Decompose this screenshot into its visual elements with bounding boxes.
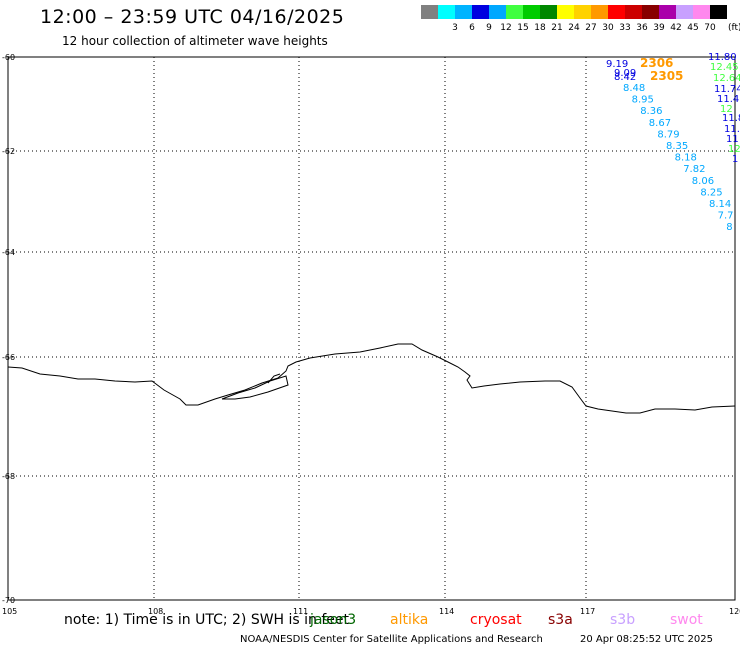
swh-value-label: 7.82: [683, 164, 705, 175]
credits: NOAA/NESDIS Center for Satellite Applica…: [240, 634, 543, 645]
legend-label: 36: [636, 23, 648, 33]
pass-number-label: 2305: [650, 69, 683, 83]
swh-value-label: 8.67: [649, 118, 671, 129]
longitude-label: 120: [729, 607, 740, 616]
swh-value-label: 12.45: [710, 62, 739, 73]
legend-swatch: [710, 5, 728, 19]
swh-value-label: 11.8: [722, 113, 740, 124]
satellite-s3b-label: s3b: [610, 612, 636, 628]
swh-value-label: 1: [732, 154, 738, 165]
longitude-label: 114: [439, 607, 454, 616]
latitude-label: -62: [2, 147, 15, 156]
map-title: 12:00 – 23:59 UTC 04/16/2025: [40, 6, 345, 28]
legend-label: 9: [486, 23, 492, 33]
island-outline: [221, 375, 289, 400]
map-frame: [7, 56, 736, 601]
swh-value-label: 8.42: [614, 72, 636, 83]
map-subtitle: 12 hour collection of altimeter wave hei…: [62, 34, 328, 48]
swh-value-label: 8.79: [657, 129, 679, 140]
swh-value-label: 8: [726, 222, 732, 233]
units-note: note: 1) Time is in UTC; 2) SWH is in fe…: [64, 612, 350, 628]
swh-value-label: 7.7: [718, 211, 734, 222]
latitude-label: -66: [2, 353, 15, 362]
footer-note-bar: note: 1) Time is in UTC; 2) SWH is in fe…: [0, 612, 740, 630]
pass-number-label: 2306: [640, 56, 673, 70]
swh-value-label: 11.4: [717, 94, 739, 105]
legend-label: 3: [452, 23, 458, 33]
legend-label: 21: [551, 23, 563, 33]
legend-label: 6: [469, 23, 475, 33]
latitude-label: -64: [2, 248, 15, 257]
latitude-label: -70: [2, 596, 15, 605]
latitude-label: -68: [2, 472, 15, 481]
swh-value-label: 8.95: [632, 95, 654, 106]
legend-label: 30: [602, 23, 614, 33]
legend-unit: (ft): [728, 23, 740, 33]
swh-value-label: 8.18: [675, 153, 697, 164]
satellite-altika-label: altika: [390, 612, 429, 628]
legend-label: 12: [500, 23, 512, 33]
swh-value-label: 12: [720, 104, 733, 115]
satellite-s3a-label: s3a: [548, 612, 573, 628]
legend-label: 70: [704, 23, 716, 33]
swh-value-label: 8.14: [709, 199, 731, 210]
satellite-jason3-label: jason3: [310, 612, 357, 628]
swh-value-label: 9.19: [606, 59, 628, 70]
swh-value-label: 12.64: [713, 73, 740, 84]
swh-value-label: 11.: [724, 124, 740, 135]
swh-value-label: 8.35: [666, 141, 688, 152]
legend-label: 15: [517, 23, 529, 33]
swh-value-label: 8.25: [700, 187, 722, 198]
swh-value-label: 11.80: [708, 52, 737, 63]
swh-value-label: 8.36: [640, 106, 662, 117]
satellite-cryosat-label: cryosat: [470, 612, 522, 628]
coastline: [7, 343, 736, 414]
legend-label: 45: [687, 23, 699, 33]
swh-value-label: 11.74: [714, 84, 740, 95]
swh-value-label: 12: [728, 144, 740, 155]
longitude-label: 117: [580, 607, 595, 616]
legend-label: 24: [568, 23, 580, 33]
swh-value-label: 9.09: [614, 68, 636, 79]
legend-label: 27: [585, 23, 597, 33]
swh-value-label: 11: [726, 134, 739, 145]
legend-label: 39: [653, 23, 665, 33]
latitude-label: -60: [2, 53, 15, 62]
swh-value-label: 8.48: [623, 83, 645, 94]
longitude-label: 105: [2, 607, 17, 616]
coastline-detail: [267, 373, 281, 384]
legend-label: 33: [619, 23, 631, 33]
longitude-label: 111: [293, 607, 308, 616]
legend-label: 42: [670, 23, 682, 33]
longitude-label: 108: [148, 607, 163, 616]
swh-value-label: 8.06: [692, 176, 714, 187]
satellite-swot-label: swot: [670, 612, 703, 628]
generated-timestamp: 20 Apr 08:25:52 UTC 2025: [580, 634, 713, 645]
legend-label: 18: [534, 23, 546, 33]
